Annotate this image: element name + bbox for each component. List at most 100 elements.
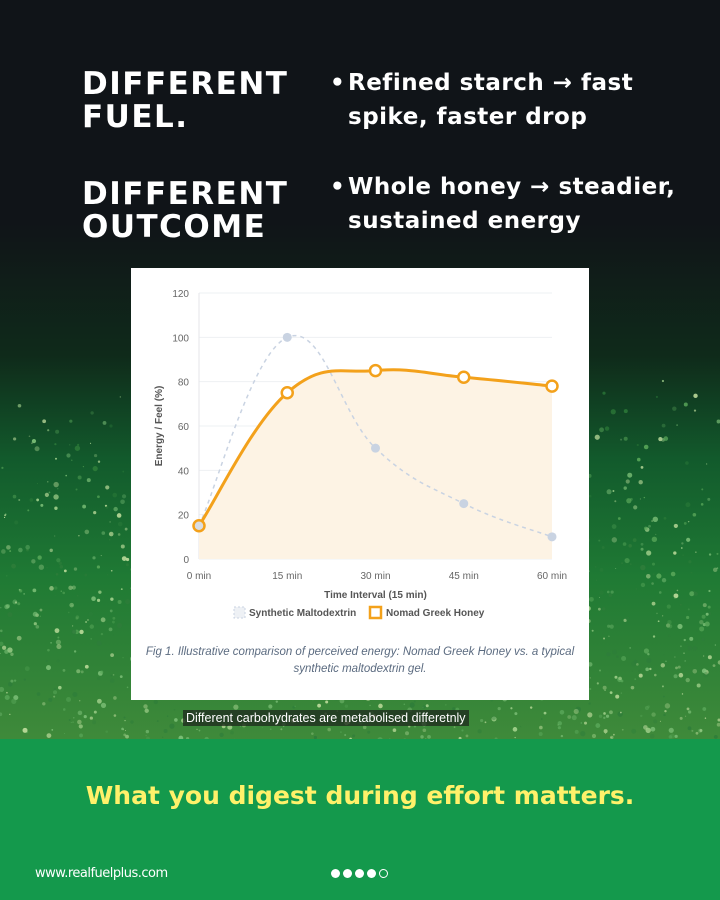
speckle — [690, 571, 693, 574]
page-dot[interactable] — [343, 869, 352, 878]
speckle — [646, 657, 652, 663]
speckle — [661, 379, 665, 383]
speckle — [636, 457, 641, 462]
speckle — [659, 720, 662, 722]
speckle — [707, 655, 712, 660]
speckle — [601, 607, 606, 611]
speckle — [77, 443, 80, 447]
speckle — [686, 615, 690, 620]
speckle — [557, 721, 562, 726]
speckle — [71, 459, 73, 461]
speckle — [34, 446, 40, 452]
speckle — [96, 598, 101, 603]
speckle — [113, 714, 117, 717]
speckle — [604, 684, 606, 686]
speckle — [707, 497, 711, 501]
speckle — [689, 636, 694, 641]
speckle — [714, 644, 717, 646]
speckle — [53, 494, 59, 500]
speckle — [701, 614, 706, 619]
speckle — [219, 732, 224, 737]
speckle — [85, 621, 88, 624]
speckle — [28, 435, 31, 438]
speckle — [599, 427, 604, 433]
speckle — [661, 685, 664, 688]
speckle — [573, 708, 579, 715]
speckle — [587, 712, 593, 718]
speckle — [650, 726, 656, 732]
page-dot[interactable] — [379, 869, 388, 878]
speckle — [54, 535, 56, 537]
honey-point — [545, 379, 559, 393]
speckle — [624, 557, 630, 564]
speckle — [591, 733, 597, 739]
speckle — [117, 521, 123, 527]
speckle — [55, 457, 58, 460]
page-dot[interactable] — [367, 869, 376, 878]
speckle — [655, 395, 659, 399]
speckle — [643, 496, 646, 499]
speckle — [453, 726, 456, 729]
speckle — [44, 492, 49, 497]
speckle — [647, 653, 650, 656]
speckle — [4, 695, 10, 701]
speckle — [672, 406, 677, 411]
speckle — [93, 511, 97, 515]
page-dot[interactable] — [331, 869, 340, 878]
speckle — [46, 733, 52, 738]
speckle — [557, 724, 560, 726]
speckle — [683, 521, 687, 525]
speckle — [367, 730, 371, 734]
speckle — [693, 393, 698, 399]
speckle — [119, 675, 123, 679]
honey-area — [199, 369, 552, 559]
speckle — [56, 659, 60, 663]
speckle — [378, 703, 383, 709]
speckle — [39, 615, 41, 617]
speckle — [119, 396, 122, 398]
pagination-dots[interactable] — [331, 869, 388, 878]
speckle — [362, 725, 367, 730]
speckle — [53, 695, 56, 698]
speckle — [145, 735, 147, 737]
legend-label-maltodextrin: Synthetic Maltodextrin — [249, 608, 356, 619]
website-link[interactable]: www.realfuelplus.com — [35, 866, 168, 881]
speckle — [699, 728, 703, 732]
speckle — [54, 595, 56, 597]
speckle — [700, 503, 704, 506]
honey-point — [280, 386, 294, 400]
speckle — [7, 611, 13, 618]
speckle — [599, 669, 602, 672]
speckle — [18, 547, 23, 553]
speckle — [687, 608, 690, 611]
subtitle: Different carbohydrates are metabolised … — [183, 710, 469, 726]
speckle — [661, 577, 667, 583]
speckle — [706, 463, 708, 465]
speckle — [54, 506, 58, 510]
speckle — [79, 733, 83, 738]
speckle — [65, 474, 67, 477]
speckle — [477, 729, 482, 734]
speckle — [37, 483, 39, 485]
speckle — [653, 673, 657, 677]
speckle — [688, 710, 692, 714]
speckle — [717, 718, 720, 722]
speckle — [621, 728, 624, 731]
speckle — [97, 495, 100, 499]
speckle — [674, 656, 676, 658]
speckle — [261, 727, 263, 729]
speckle — [0, 686, 5, 693]
speckle — [57, 488, 59, 490]
speckle — [618, 676, 622, 681]
speckle — [693, 591, 698, 596]
speckle — [51, 729, 54, 731]
speckle — [69, 419, 73, 423]
speckle — [78, 724, 83, 729]
speckle — [658, 591, 662, 594]
speckle — [100, 617, 106, 623]
x-tick-label: 15 min — [272, 571, 302, 582]
speckle — [676, 589, 679, 592]
speckle — [89, 442, 92, 445]
speckle — [92, 465, 98, 472]
page-dot[interactable] — [355, 869, 364, 878]
